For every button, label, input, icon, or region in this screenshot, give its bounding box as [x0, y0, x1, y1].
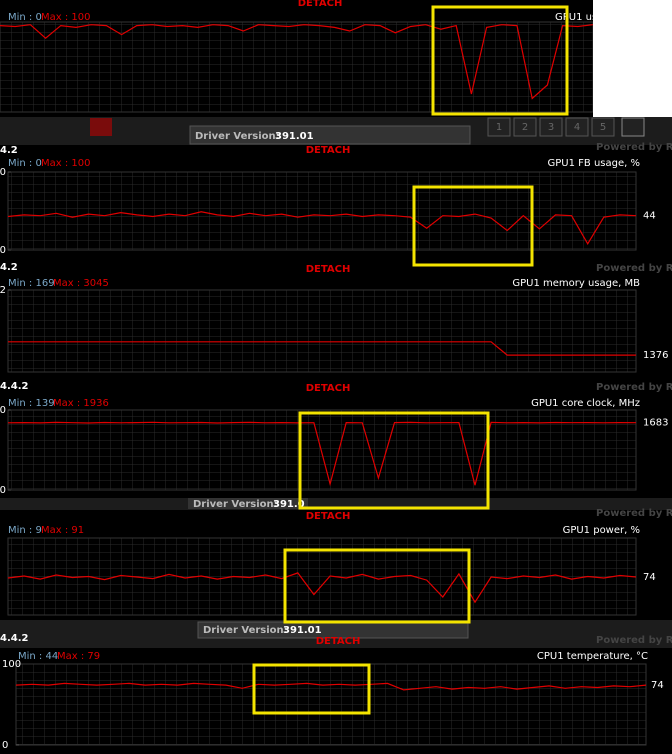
- detach-button[interactable]: DETACH: [306, 383, 351, 394]
- profile-button-label: 4: [574, 122, 580, 133]
- graph-title: GPU1 power, %: [563, 525, 640, 536]
- powered-by: Powered by R: [596, 382, 672, 393]
- driver-label: Driver Version:: [203, 625, 288, 636]
- windows-button[interactable]: [90, 118, 112, 136]
- driver-value: 391.0: [273, 499, 305, 510]
- powered-by: Powered by R: [596, 263, 672, 274]
- current-value: 74: [651, 680, 664, 691]
- driver-box: [189, 125, 471, 145]
- highlight-box: [283, 548, 471, 624]
- profile-button-label: 1: [496, 122, 502, 133]
- detach-button[interactable]: DETACH: [306, 511, 351, 522]
- current-value: 1376: [643, 350, 668, 361]
- min-label: Min : 44: [18, 651, 58, 662]
- crop-area: [593, 0, 672, 117]
- driver-value: 391.01: [283, 625, 322, 636]
- graph-title: CPU1 temperature, °C: [537, 651, 648, 662]
- max-label: Max : 1936: [53, 398, 109, 409]
- detach-button[interactable]: DETACH: [306, 145, 351, 156]
- y-tick-label: 2252: [0, 285, 6, 296]
- highlight-box: [412, 185, 534, 267]
- version-label: 4.4.2: [0, 633, 29, 644]
- graph-title: GPU1 us: [555, 12, 597, 23]
- graph-grid: [15, 663, 647, 746]
- graph-title: GPU1 core clock, MHz: [531, 398, 640, 409]
- highlight-box: [431, 5, 569, 116]
- highlight-box: [298, 411, 490, 510]
- data-line: [15, 682, 647, 691]
- y-tick-label: 100: [2, 659, 21, 670]
- detach-button[interactable]: DETACH: [306, 264, 351, 275]
- profile-button[interactable]: [591, 117, 615, 137]
- current-value: 1683: [643, 418, 668, 429]
- min-label: Min : 0: [8, 158, 42, 169]
- driver-label: Driver Version:: [195, 131, 280, 142]
- graph-grid: [7, 171, 637, 251]
- toolbar: [0, 498, 672, 510]
- profile-button-label: 2: [522, 122, 528, 133]
- y-tick-label: 2000: [0, 405, 6, 416]
- highlight-box: [252, 663, 371, 715]
- profile-button-label: 3: [548, 122, 554, 133]
- profile-button[interactable]: [487, 117, 511, 137]
- powered-by: Powered by R: [596, 142, 672, 153]
- y-tick-label: 0: [2, 740, 8, 751]
- profile-button-label: 5: [600, 122, 606, 133]
- driver-label: Driver Version:: [193, 499, 278, 510]
- driver-value: 391.01: [275, 131, 314, 142]
- profile-button[interactable]: [539, 117, 563, 137]
- max-label: Max : 100: [41, 158, 91, 169]
- version-label: 4.2: [0, 145, 18, 156]
- max-label: Max : 79: [57, 651, 100, 662]
- data-line: [8, 341, 636, 356]
- profile-button[interactable]: [513, 117, 537, 137]
- min-label: Min : 169: [8, 278, 55, 289]
- max-label: Max : 3045: [53, 278, 109, 289]
- y-tick-label: 0: [0, 485, 6, 496]
- version-label: 4.2: [0, 262, 18, 273]
- detach-button[interactable]: DETACH: [316, 636, 361, 647]
- powered-by: Powered by R: [596, 508, 672, 519]
- data-line: [0, 24, 594, 100]
- min-label: Min : 0: [8, 12, 42, 23]
- graph-title: GPU1 FB usage, %: [548, 158, 640, 169]
- graph-title: GPU1 memory usage, MB: [512, 278, 640, 289]
- save-button[interactable]: [621, 117, 645, 137]
- graph-grid: [7, 289, 637, 373]
- max-label: Max : 100: [41, 12, 91, 23]
- driver-box: [188, 498, 308, 509]
- y-tick-label: 0: [0, 245, 6, 256]
- current-value: 74: [643, 572, 656, 583]
- max-label: Max : 91: [41, 525, 84, 536]
- profile-button[interactable]: [565, 117, 589, 137]
- y-tick-label: 100: [0, 167, 6, 178]
- version-label: 4.4.2: [0, 381, 29, 392]
- powered-by: Powered by R: [596, 635, 672, 646]
- current-value: 44: [643, 211, 656, 222]
- min-label: Min : 9: [8, 525, 42, 536]
- data-line: [7, 572, 637, 604]
- graph-grid: [0, 21, 594, 113]
- min-label: Min : 139: [8, 398, 55, 409]
- detach-button[interactable]: DETACH: [298, 0, 343, 9]
- data-line: [7, 421, 637, 487]
